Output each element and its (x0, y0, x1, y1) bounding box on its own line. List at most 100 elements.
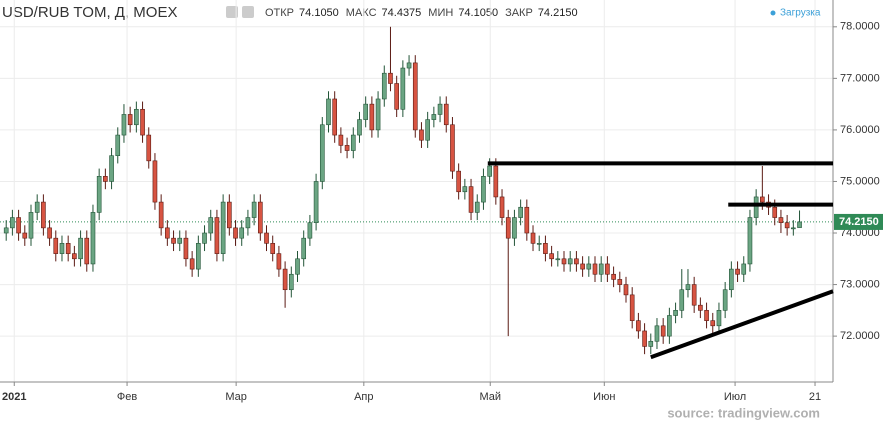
x-tick-label: Июн (593, 391, 615, 403)
candle-body (772, 206, 778, 218)
candle-body (729, 268, 734, 291)
icon[interactable] (226, 6, 238, 18)
candle-body (760, 196, 765, 203)
candle-body (636, 320, 641, 332)
candle-body (115, 134, 121, 156)
candle-body (747, 217, 753, 265)
candle-body (629, 294, 635, 321)
x-tick-label: Мар (225, 391, 247, 403)
status: Загрузка (780, 8, 821, 19)
candle-body (53, 237, 59, 254)
candle-body (357, 119, 362, 136)
candle-body (499, 196, 505, 218)
candle-body (673, 310, 678, 316)
candle-body (493, 165, 499, 198)
candle-body (84, 237, 90, 265)
x-tick-label: 21 (809, 391, 821, 403)
candle-body (220, 201, 226, 254)
candle-body (778, 217, 784, 224)
candle-body (189, 258, 195, 270)
candle-body (183, 237, 189, 260)
candle-body (530, 232, 536, 244)
candle-body (202, 232, 207, 244)
source: source: tradingview.com (667, 405, 820, 420)
last-price-label: 74.2150 (839, 216, 879, 228)
candle-body (505, 217, 511, 239)
y-tick-label: 77.0000 (840, 72, 880, 84)
candle-body (468, 186, 474, 213)
candle-body (28, 212, 34, 239)
candle-body (388, 72, 393, 84)
candle-body (152, 160, 158, 203)
stat-value: 74.4375 (382, 7, 422, 19)
candle-body (127, 114, 133, 126)
candle-body (276, 253, 282, 270)
stat-label: ОТКР (265, 7, 294, 19)
symbol-title: USD/RUB TOM, Д, MOEX (2, 4, 177, 21)
candle-body (332, 98, 338, 136)
candle-body (270, 243, 276, 254)
candle-body (580, 263, 585, 270)
candle-body (536, 243, 542, 245)
candle-body (586, 263, 592, 270)
candle-body (443, 103, 449, 126)
candle-body (34, 201, 40, 213)
candle-body (121, 114, 127, 136)
candle-body (512, 217, 517, 239)
candle-body (47, 227, 52, 239)
candle-body (65, 243, 71, 254)
candle-body (450, 124, 455, 172)
candle-body (22, 232, 28, 239)
candle-body (741, 263, 747, 275)
candle-body (319, 124, 325, 182)
candle-body (667, 315, 672, 337)
candle-body (735, 268, 740, 275)
candle-body (227, 201, 232, 229)
candle-body (623, 284, 629, 296)
candle-body (474, 201, 480, 213)
candle-body (288, 273, 294, 291)
candle-body (165, 227, 170, 239)
candle-body (456, 170, 461, 193)
candle-body (295, 258, 300, 275)
icon[interactable] (242, 6, 254, 18)
candle-body (722, 289, 728, 311)
candle-body (617, 279, 623, 285)
candle-body (177, 237, 183, 244)
candle-body (381, 72, 387, 100)
last-price-box (834, 213, 883, 230)
candle-body (344, 145, 350, 151)
candle-body (691, 284, 697, 306)
candle-body (555, 258, 561, 261)
y-tick-label: 75.0000 (840, 175, 880, 187)
candle-body (704, 310, 709, 321)
candle-body (59, 243, 65, 254)
candle-body (301, 237, 307, 260)
candle-body (233, 227, 238, 239)
candle-body (406, 62, 412, 69)
trend-line (650, 289, 834, 360)
candle-body (710, 320, 716, 327)
candle-body (481, 176, 486, 203)
candle-body (561, 258, 567, 265)
candle-body (605, 263, 610, 275)
stat-value: 74.2150 (538, 7, 578, 19)
candle-body (10, 217, 15, 229)
candle-body (660, 325, 666, 337)
stat-value: 74.1050 (458, 7, 498, 19)
candle-body (642, 330, 647, 347)
candle-body (375, 98, 381, 131)
candle-body (797, 221, 802, 228)
candle-body (103, 176, 108, 182)
candle-body (524, 206, 530, 234)
candle-body (16, 217, 21, 234)
stat-value: 74.1050 (299, 7, 339, 19)
x-tick-label: Апр (354, 391, 373, 403)
candle-body (394, 83, 399, 110)
candle-body (146, 134, 152, 162)
candle-body (313, 181, 319, 224)
x-tick-label: Фев (117, 391, 137, 403)
candle-body (698, 304, 703, 311)
candle-body (282, 268, 288, 291)
candle-body (716, 310, 722, 327)
